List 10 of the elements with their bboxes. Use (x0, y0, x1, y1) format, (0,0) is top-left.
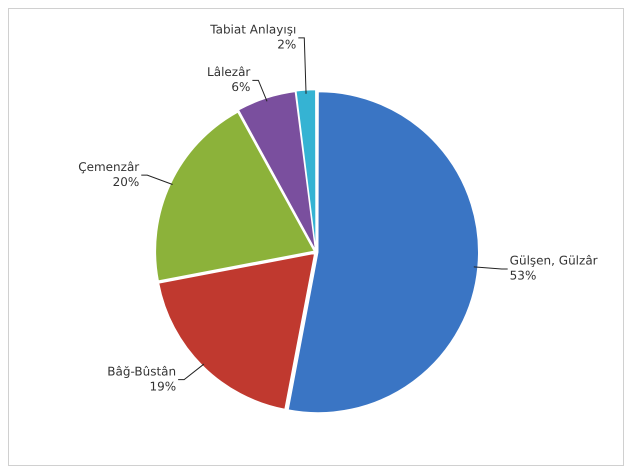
slice-label: Bâğ-Bûstân (107, 364, 176, 378)
data-label: 6% (231, 80, 250, 94)
data-label: 20% (112, 174, 140, 189)
data-label: 2% (277, 38, 296, 52)
data-label: 19% (149, 379, 176, 394)
slice-label: Tabiat Anlayışı (209, 22, 296, 37)
slice-label: Lâlezâr (207, 64, 250, 79)
slice-label: Gülşen, Gülzâr (510, 254, 598, 268)
data-label: 53% (510, 268, 536, 283)
slice-label: Çemenzâr (78, 160, 140, 174)
